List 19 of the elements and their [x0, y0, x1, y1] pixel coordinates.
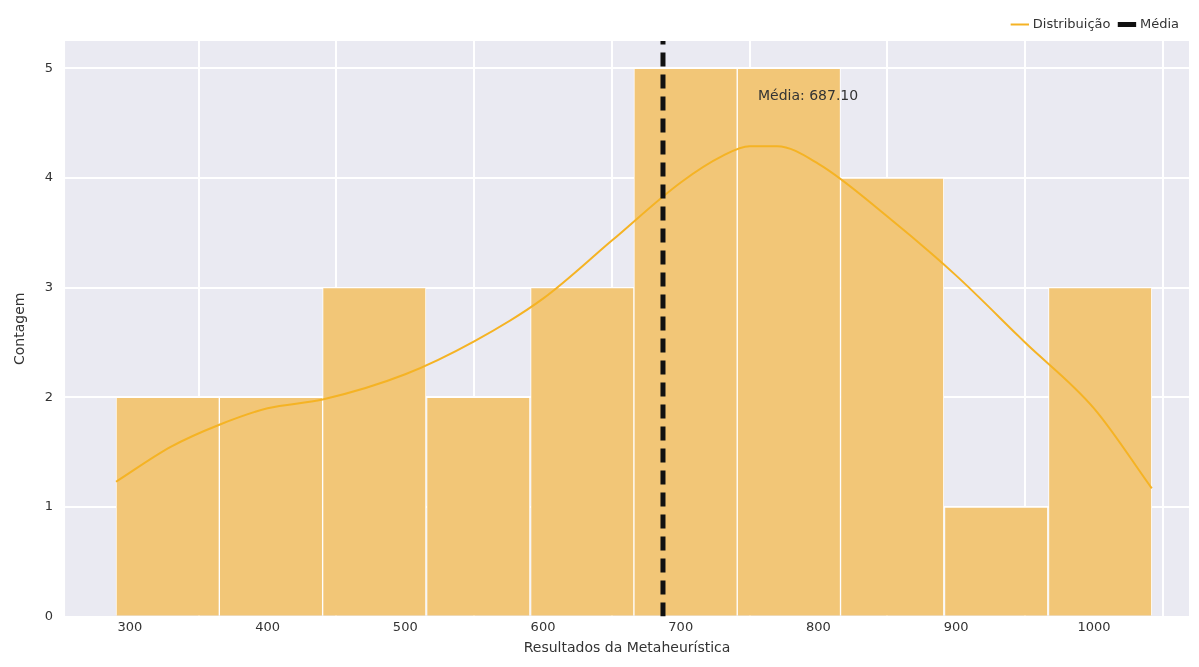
y-tick-label: 3 [44, 279, 54, 295]
x-tick-label: 600 [530, 618, 556, 634]
x-axis-title: Resultados da Metaheurística [523, 639, 731, 656]
y-tick-label: 4 [44, 169, 54, 185]
x-tick-label: 800 [806, 618, 831, 634]
y-tick-label: 5 [44, 59, 54, 75]
legend-label: Distribuição [1032, 15, 1111, 31]
y-tick-label: 2 [44, 388, 54, 404]
line-series [115, 145, 1153, 490]
y-tick-label: 0 [44, 607, 54, 623]
legend-label: Média [1139, 15, 1179, 31]
x-tick-label: 500 [392, 618, 418, 634]
x-tick-label: 400 [255, 618, 280, 634]
x-tick-label: 700 [668, 618, 694, 634]
y-tick-label: 1 [44, 498, 54, 514]
x-tick-label: 1000 [1077, 618, 1111, 634]
y-axis-title: Contagem [11, 292, 28, 366]
x-tick-label: 300 [117, 618, 143, 634]
x-tick-label: 900 [943, 618, 969, 634]
